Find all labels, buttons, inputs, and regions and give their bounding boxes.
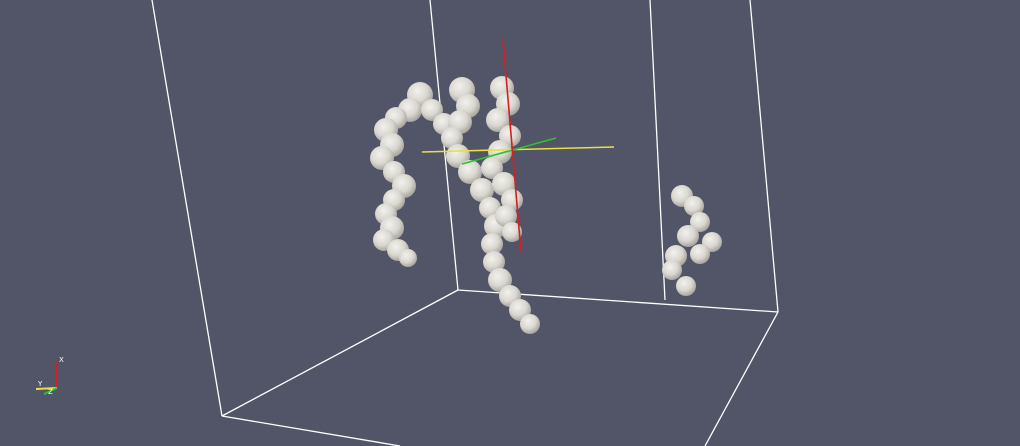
orientation-x-label: X bbox=[59, 356, 64, 364]
center-axis-x bbox=[502, 39, 522, 253]
orientation-z-label: Z bbox=[48, 388, 53, 396]
bbox-edge bbox=[221, 415, 401, 446]
bbox-edge bbox=[704, 311, 779, 446]
bbox-edge bbox=[749, 0, 779, 313]
orientation-axes: X Y Z bbox=[35, 356, 64, 396]
bbox-edge bbox=[221, 289, 459, 417]
left-helix[interactable] bbox=[370, 82, 455, 267]
orientation-y-label: Y bbox=[37, 380, 43, 388]
center-helix-b[interactable] bbox=[481, 76, 523, 242]
center-helix-a[interactable] bbox=[441, 77, 540, 334]
center-axis-z bbox=[461, 137, 557, 165]
bounding-box bbox=[151, 0, 779, 446]
orientation-y-axis bbox=[35, 387, 58, 390]
center-axis-y bbox=[421, 146, 615, 153]
bbox-edge bbox=[151, 0, 223, 417]
right-fragment[interactable] bbox=[662, 185, 722, 296]
bbox-edge bbox=[649, 0, 666, 301]
center-axes-widget[interactable] bbox=[421, 39, 615, 253]
orientation-z-axis bbox=[43, 387, 58, 395]
